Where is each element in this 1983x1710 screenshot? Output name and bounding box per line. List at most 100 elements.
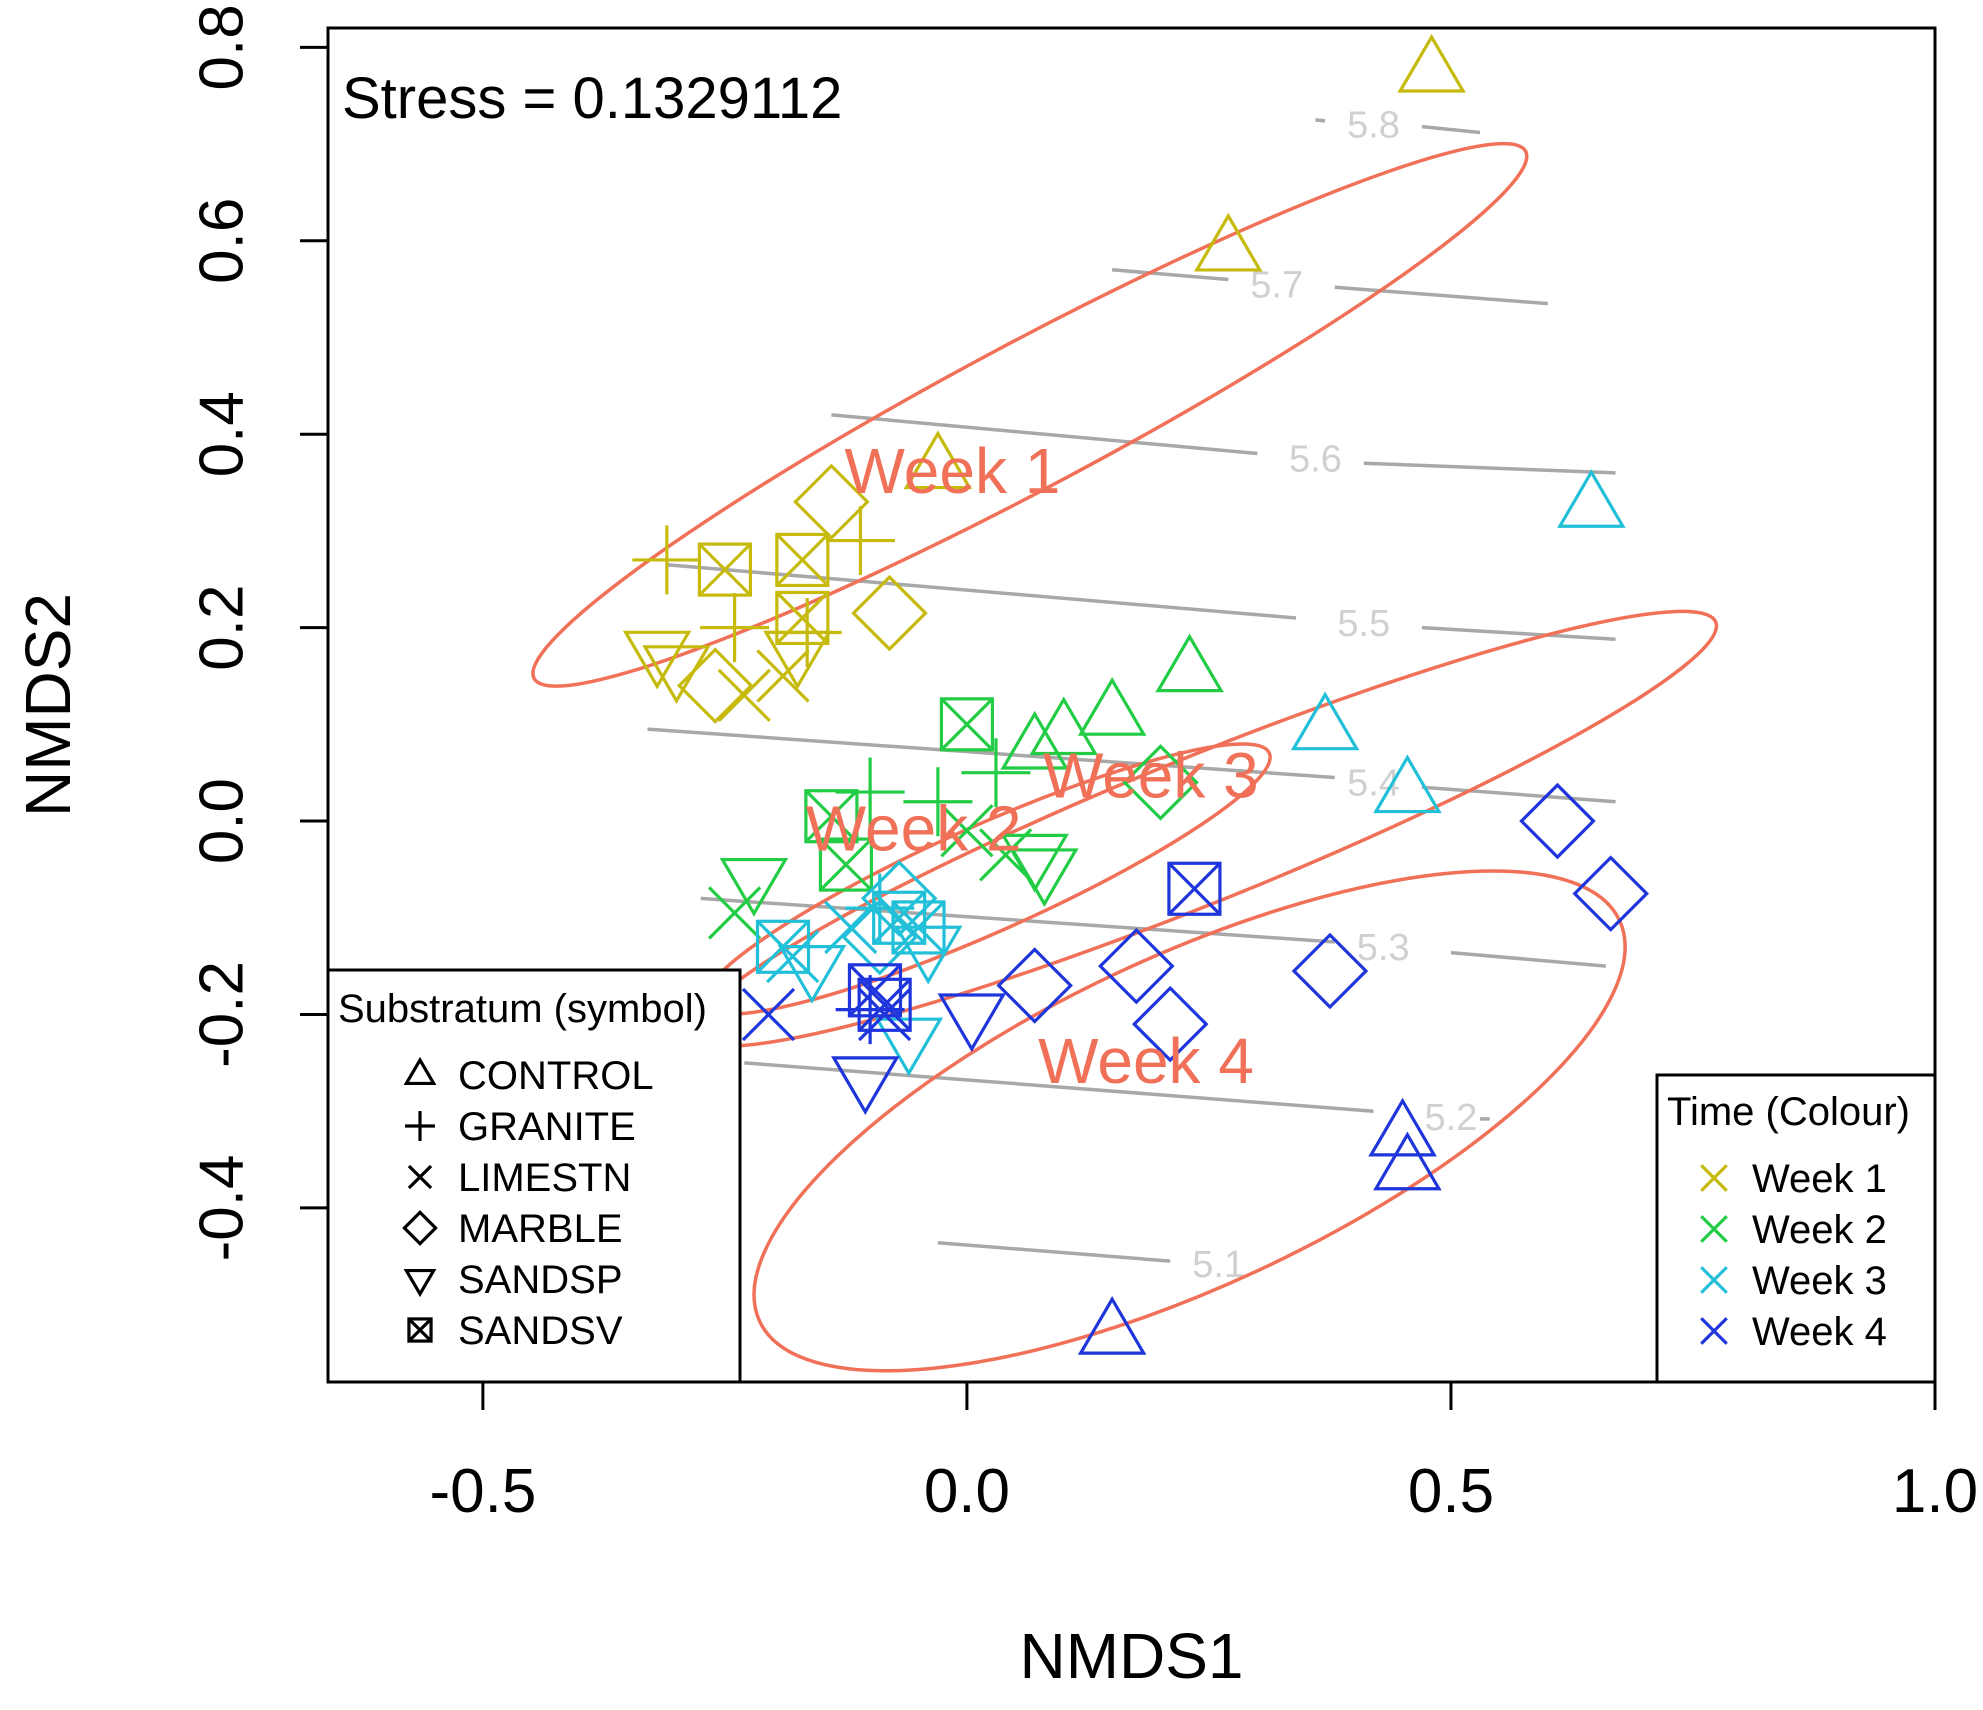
ellipse-week-1 <box>531 141 1529 688</box>
x-tick-label: 0.0 <box>924 1457 1010 1526</box>
legend-color-week-1 <box>1700 1164 1728 1192</box>
substratum-legend-label: CONTROL <box>458 1054 654 1098</box>
point-week1-diamond <box>851 574 928 652</box>
contour-line-4 <box>666 563 1297 620</box>
ellipse-label-week-2: Week 2 <box>806 793 1022 865</box>
time-legend-box <box>1655 1073 1937 1384</box>
point-week4-diamond <box>1131 985 1209 1063</box>
ellipse-label-week-4: Week 4 <box>1038 1025 1254 1097</box>
y-tick-label: -0.2 <box>188 961 257 1068</box>
contour-label: 5.6 <box>1289 438 1342 480</box>
substratum-legend: Substratum (symbol) CONTROL GRANITE LIMESTN… <box>326 968 742 1384</box>
legend-symbol-plus <box>405 1111 435 1141</box>
contours-layer: 5.15.25.35.45.55.65.75.8 <box>647 105 1616 1286</box>
contour-line-extra-4 <box>1421 625 1616 641</box>
y-axis-label: NMDS2 <box>12 593 84 817</box>
point-week4-diamond <box>996 947 1073 1024</box>
substratum-legend-label: GRANITE <box>458 1105 636 1149</box>
contour-line-3 <box>647 727 1335 780</box>
substratum-legend-label: MARBLE <box>458 1207 623 1251</box>
ellipse-label-week-3: Week 3 <box>1043 740 1259 812</box>
point-week2-plus <box>903 767 973 837</box>
point-week3-triangle <box>1373 754 1442 814</box>
point-week1-diamond <box>676 647 754 724</box>
ellipse-week-4 <box>752 869 1627 1373</box>
point-week4-triangle <box>1368 1097 1437 1157</box>
x-tick-label: -0.5 <box>429 1457 536 1526</box>
contour-line-6 <box>1111 268 1229 282</box>
y-tick-label: 0.4 <box>188 391 257 477</box>
contour-line-0 <box>937 1240 1171 1263</box>
contour-label: 5.3 <box>1357 927 1410 969</box>
x-tick-label: 1.0 <box>1892 1457 1978 1526</box>
point-week4-triangle <box>1077 1295 1147 1355</box>
point-week2-triangle <box>1029 696 1099 756</box>
point-week2-boxcross <box>818 837 874 892</box>
point-week1-plus <box>632 525 702 595</box>
point-week1-triangle <box>903 430 973 490</box>
point-week4-diamond <box>1098 927 1175 1005</box>
contour-line-extra-5 <box>1363 461 1616 475</box>
point-week1-diamond <box>793 463 870 541</box>
ellipse-labels-layer: Week 1 Week 2 Week 3 Week 4 <box>806 435 1259 1097</box>
time-legend-label: Week 4 <box>1752 1310 1887 1354</box>
contour-label: 5.8 <box>1347 105 1400 147</box>
point-week2-boxcross <box>939 697 995 752</box>
point-week1-plus <box>825 506 895 576</box>
point-week2-triangle <box>1155 633 1224 693</box>
point-week1-cross <box>717 668 771 722</box>
point-week4-boxcross <box>1167 861 1222 916</box>
y-tick-label: -0.4 <box>188 1154 257 1261</box>
substratum-legend-title: Substratum (symbol) <box>338 987 707 1031</box>
point-week2-cross <box>940 804 994 858</box>
point-week3-diamond <box>841 898 919 976</box>
point-week2-cross <box>707 886 762 940</box>
contour-line-7 <box>1315 118 1326 123</box>
contour-line-2 <box>700 896 1335 944</box>
y-tick-label: 0.6 <box>188 198 257 284</box>
point-week1-boxcross <box>697 542 753 597</box>
x-tick-label: 0.5 <box>1408 1457 1494 1526</box>
time-legend-label: Week 3 <box>1752 1259 1887 1303</box>
point-week2-diamond <box>1122 744 1199 821</box>
point-week4-triangle <box>1373 1131 1442 1191</box>
point-week4-cross <box>741 987 796 1042</box>
point-week3-plus <box>845 873 915 943</box>
ellipse-label-week-1: Week 1 <box>845 435 1061 507</box>
point-week3-triangle <box>1557 469 1626 528</box>
contour-line-1 <box>744 1061 1374 1113</box>
legend-color-week-2 <box>1700 1215 1728 1243</box>
legend-symbol-diamond <box>402 1210 438 1246</box>
contour-line-5 <box>831 413 1258 456</box>
substratum-legend-box <box>326 968 742 1384</box>
y-tick-label: 0.2 <box>188 585 257 671</box>
point-week1-triangle-down <box>622 630 692 690</box>
point-week1-triangle <box>1397 33 1466 93</box>
legend-color-week-4 <box>1700 1317 1728 1345</box>
legend-symbol-triangle <box>403 1056 437 1086</box>
substratum-legend-label: SANDSV <box>458 1309 623 1353</box>
point-week1-triangle-down <box>642 645 711 704</box>
contour-label: 5.5 <box>1337 603 1390 645</box>
point-week3-boxcross <box>755 919 811 974</box>
substratum-legend-label: LIMESTN <box>458 1156 631 1200</box>
legend-symbol-triangle-down <box>403 1268 437 1298</box>
x-axis-label: NMDS1 <box>1019 1620 1243 1692</box>
point-week1-boxcross <box>775 532 830 588</box>
point-week4-diamond <box>1572 855 1649 932</box>
point-week4-diamond <box>1291 932 1369 1010</box>
point-week1-triangle <box>1194 212 1263 272</box>
point-week2-boxcross <box>804 789 859 844</box>
point-week3-triangle <box>1290 691 1360 751</box>
point-week4-triangle-down <box>937 993 1007 1053</box>
substratum-legend-label: SANDSP <box>458 1258 623 1302</box>
legend-symbol-cross <box>407 1164 433 1190</box>
point-week1-cross <box>756 649 810 703</box>
point-week2-plus <box>961 738 1031 808</box>
time-legend-title: Time (Colour) <box>1667 1090 1910 1134</box>
contour-label: 5.2 <box>1425 1097 1478 1139</box>
time-legend-label: Week 2 <box>1752 1208 1887 1252</box>
point-week2-triangle-down <box>1010 848 1079 908</box>
point-week3-cross <box>824 900 878 955</box>
